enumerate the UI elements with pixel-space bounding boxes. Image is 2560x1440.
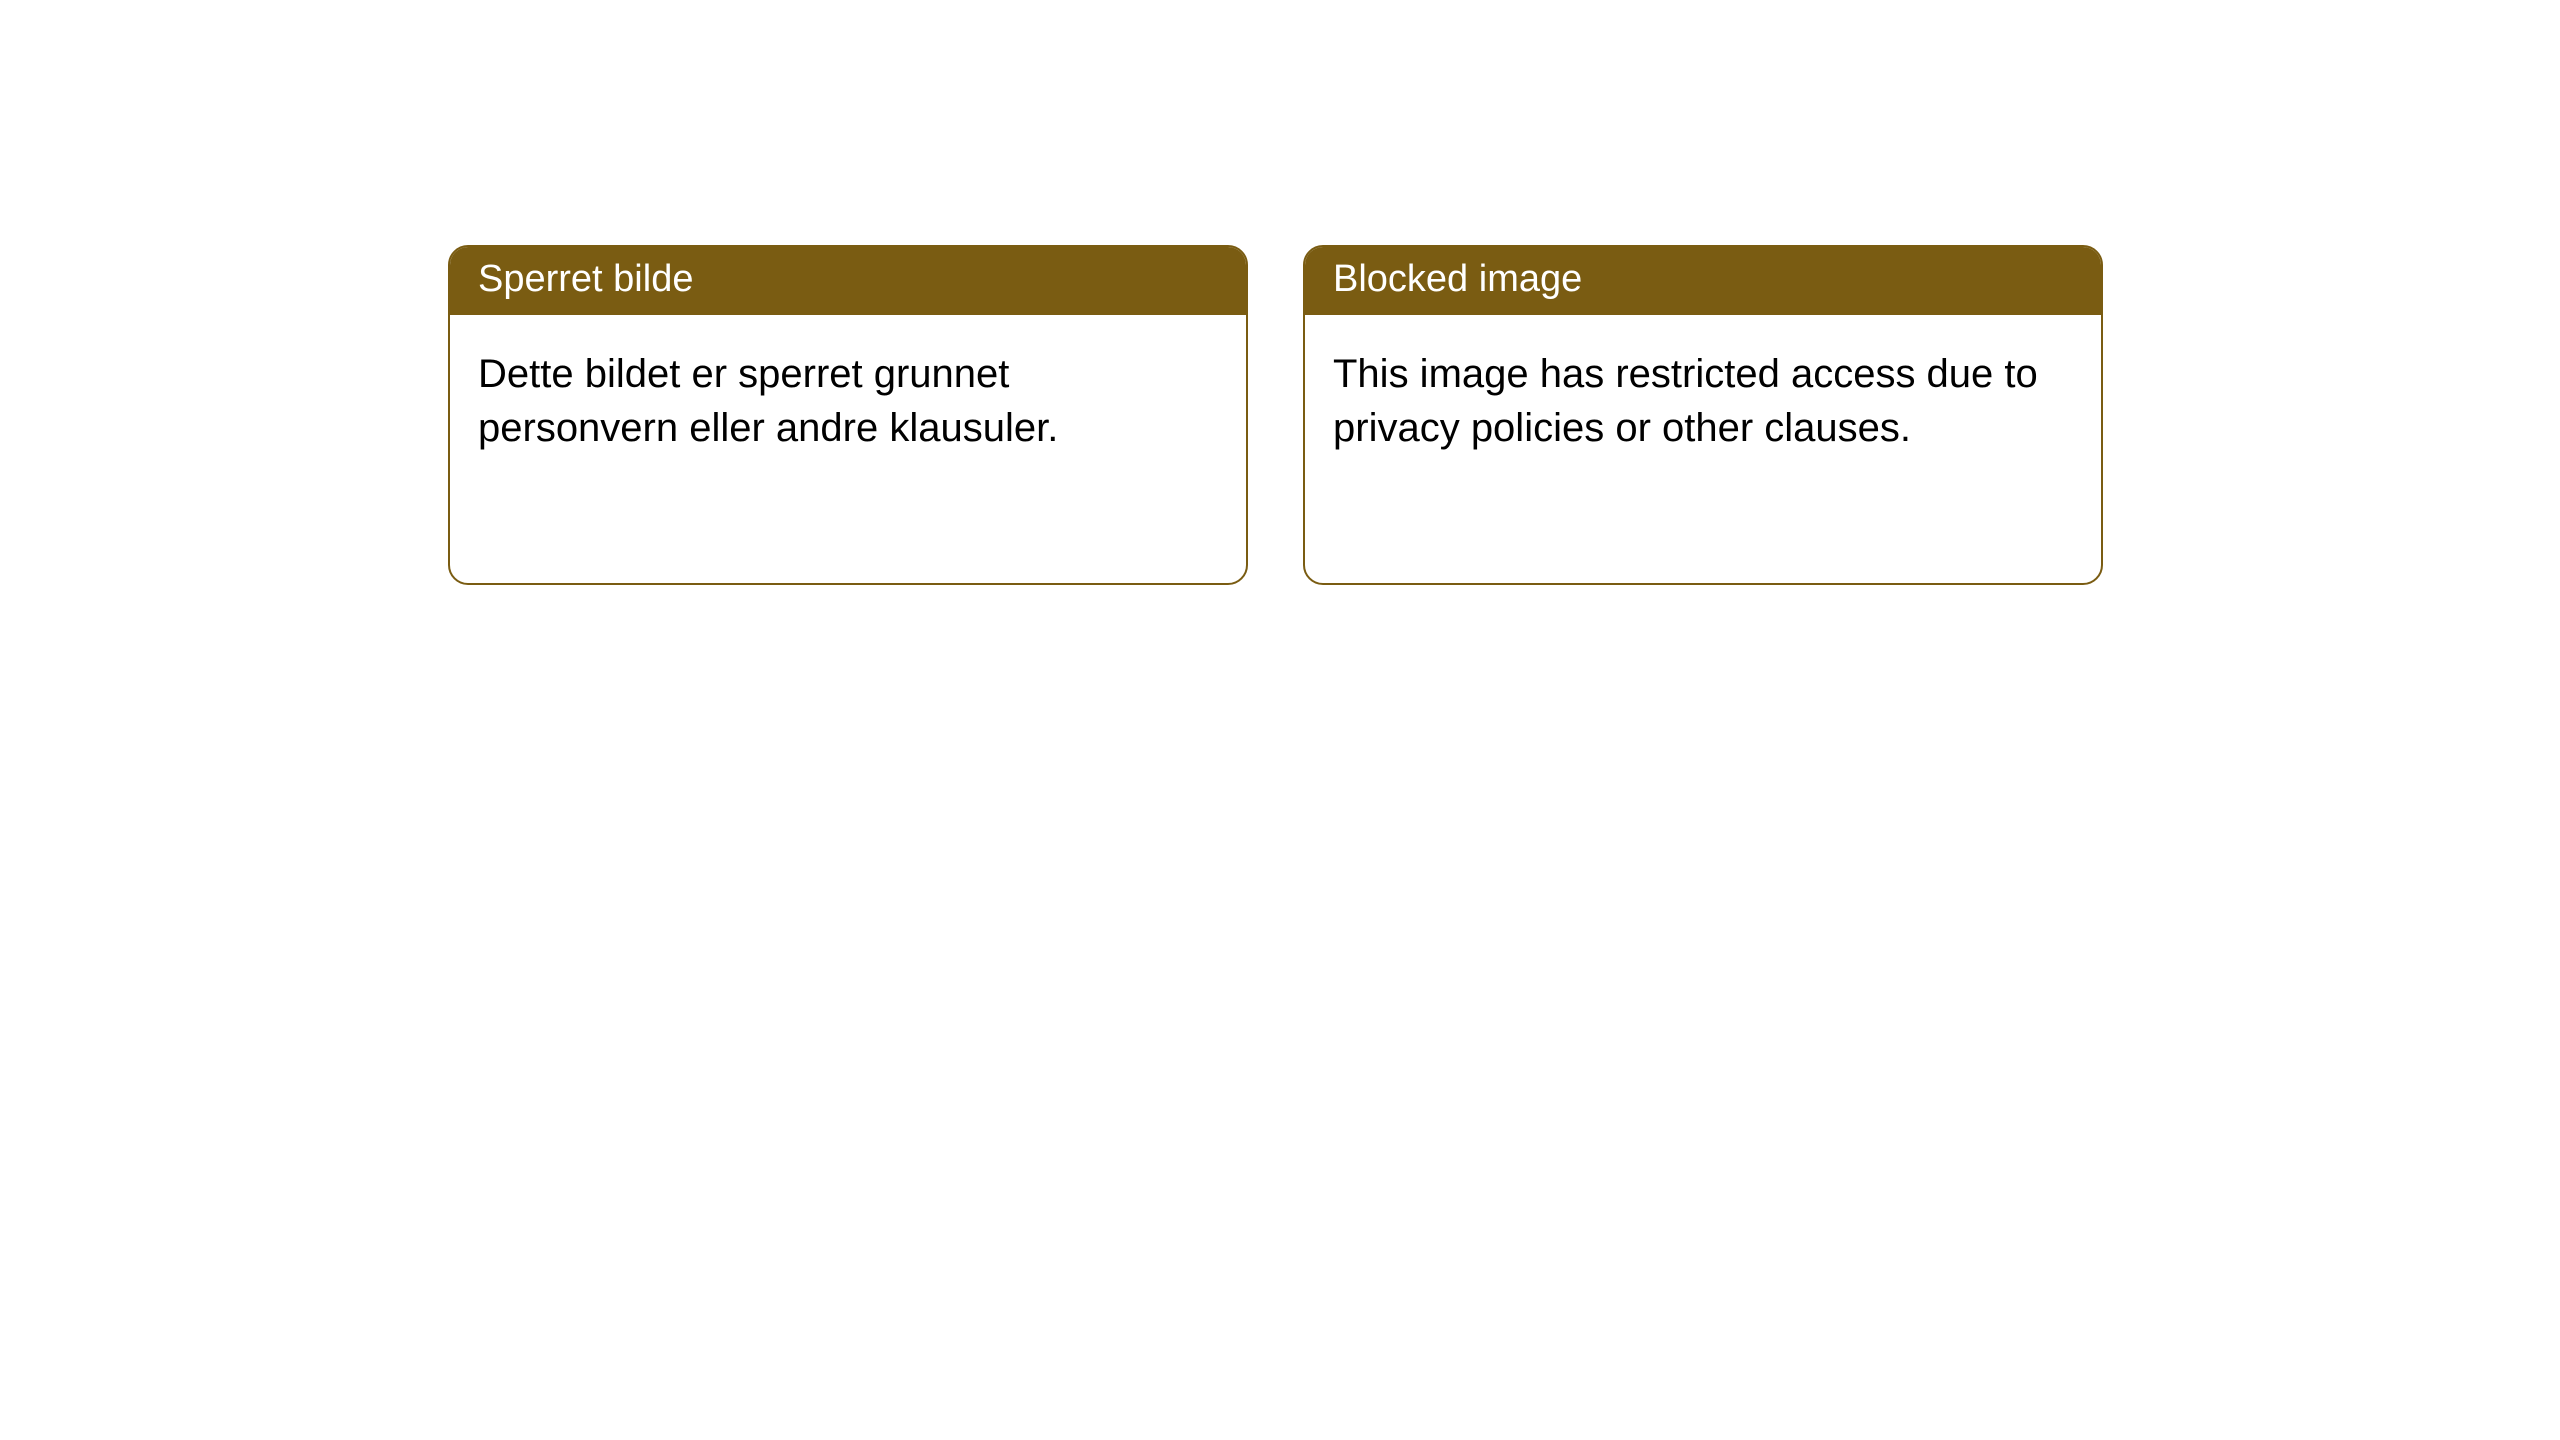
notice-card-norwegian: Sperret bilde Dette bildet er sperret gr… [448, 245, 1248, 585]
notice-cards-container: Sperret bilde Dette bildet er sperret gr… [448, 245, 2103, 585]
notice-card-english: Blocked image This image has restricted … [1303, 245, 2103, 585]
notice-card-body: Dette bildet er sperret grunnet personve… [450, 315, 1246, 487]
notice-card-title: Blocked image [1305, 247, 2101, 315]
notice-card-title: Sperret bilde [450, 247, 1246, 315]
notice-card-body: This image has restricted access due to … [1305, 315, 2101, 487]
